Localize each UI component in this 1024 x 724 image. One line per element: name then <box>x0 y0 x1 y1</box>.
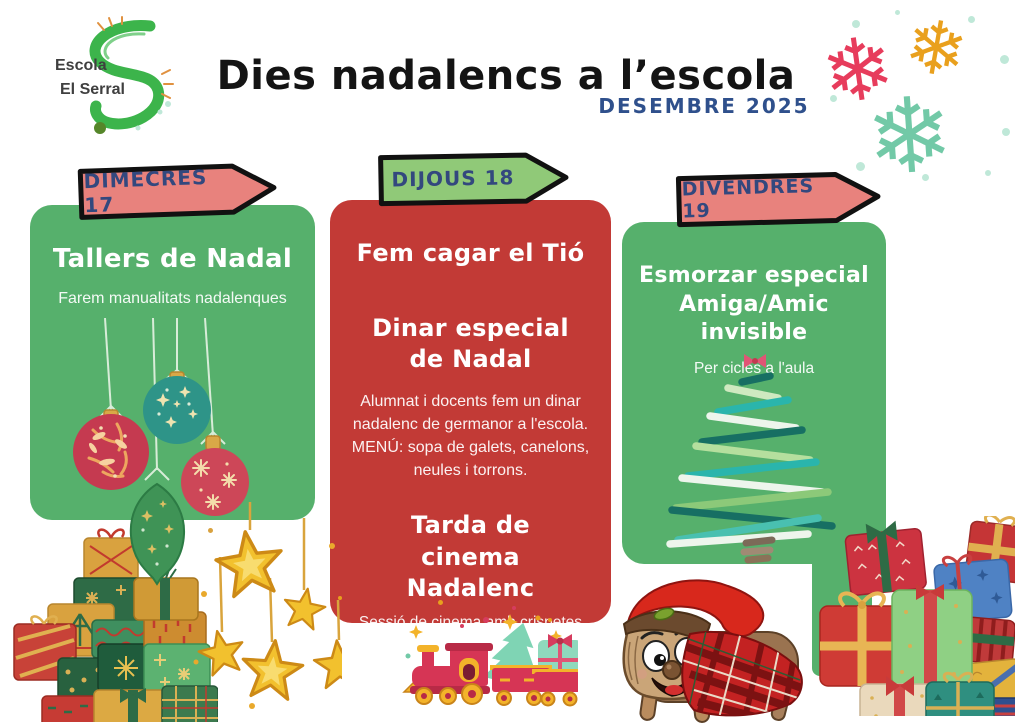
school-logo: Escola El Serral <box>48 16 200 142</box>
day-banner-dimecres: DIMECRES 17 <box>77 161 279 222</box>
tree-ribbons <box>666 372 836 548</box>
section-heading: Dinar especial de Nadal <box>372 314 569 374</box>
hanging-ornaments-illustration <box>73 318 249 586</box>
card-section: Dinar especial de Nadal Alumnat i docent… <box>330 269 611 482</box>
tio-de-nadal-illustration <box>622 579 803 723</box>
logo-swirl-icon <box>89 16 174 134</box>
activity-card-divendres: Esmorzar especial Amiga/Amic invisible P… <box>622 222 886 564</box>
banner-label: DIVENDRES 19 <box>681 174 815 223</box>
banner-label: DIJOUS 18 <box>391 164 515 191</box>
snow-dot <box>830 95 837 102</box>
sparkle-stars <box>409 614 562 642</box>
card-subtext: Per cicles a l'aula <box>693 359 815 377</box>
snow-dot <box>922 174 929 181</box>
hanging-stars-illustration <box>193 502 342 709</box>
card-heading: Tallers de Nadal <box>52 244 293 274</box>
snow-dot <box>968 16 975 23</box>
ornament-strings <box>98 318 226 481</box>
star-strings <box>218 502 341 643</box>
date-subtitle: DESEMBRE 2025 <box>598 94 810 118</box>
gift-pile-left-illustration <box>13 528 218 722</box>
day-banner-dijous: DIJOUS 18 <box>378 150 571 207</box>
banner-arrow-shape <box>77 163 277 220</box>
tree-trunk <box>740 536 776 564</box>
day-banner-divendres: DIVENDRES 19 <box>675 169 882 228</box>
card-section: Fem cagar el Tió <box>330 200 611 269</box>
card-heading: Esmorzar especial Amiga/Amic invisible <box>639 263 869 346</box>
gift-box <box>925 671 995 716</box>
gold-stars <box>197 530 342 701</box>
tio-barretina-hat <box>622 579 765 640</box>
section-body: Sessió de cinema amb crispetes <box>358 613 583 631</box>
banner-label: DIMECRES 17 <box>83 164 208 217</box>
page-title: Dies nadalencs a l’escola <box>216 52 796 99</box>
section-heading: Fem cagar el Tió <box>356 239 585 267</box>
gold-dots <box>193 543 335 709</box>
bauble-teal-stars <box>143 371 211 444</box>
gift-box <box>161 685 218 722</box>
train-wagon <box>532 669 578 692</box>
train-wheels <box>415 683 578 707</box>
logo-tick-marks <box>97 16 174 99</box>
logo-dots <box>135 101 171 131</box>
snow-dot <box>1002 128 1010 136</box>
activity-card-dijous: Fem cagar el Tió Dinar especial de Nadal… <box>330 200 611 631</box>
snow-dot <box>852 20 860 28</box>
tio-tartan-blanket <box>681 630 803 717</box>
gift-box <box>844 520 927 596</box>
sparkle-dot <box>208 528 213 533</box>
logo-text-line1: Escola <box>55 57 107 74</box>
sparkle-dot <box>338 596 342 600</box>
bauble-red-leaves <box>73 409 149 490</box>
sparkle-dot <box>438 600 443 605</box>
card-section: Tarda de cinema Nadalenc Sessió de cinem… <box>330 482 611 634</box>
ornament-green-onion <box>129 482 186 586</box>
logo-text-line2: El Serral <box>60 81 125 98</box>
christmas-train-illustration <box>402 614 578 707</box>
section-body: Alumnat i docents fem un dinar nadalenc … <box>351 392 590 480</box>
gift-box <box>859 676 943 716</box>
gift-box <box>891 584 973 687</box>
gift-box <box>143 643 211 693</box>
snow-dot <box>856 162 865 171</box>
sparkle-dot <box>512 606 516 610</box>
logo-tail-dot <box>94 122 106 134</box>
bauble-red-snowflakes <box>181 435 249 516</box>
card-subtext: Farem manualitats nadalenques <box>58 289 287 307</box>
snow-dot <box>985 170 991 176</box>
gift-stack-right-illustration <box>819 516 1015 716</box>
tree-bow <box>744 354 766 368</box>
banner-arrow-shape <box>675 172 881 228</box>
sparkle-dot <box>548 618 552 622</box>
snow-dot <box>895 10 900 15</box>
banner-arrow-shape <box>378 152 569 207</box>
snow-dot <box>1000 55 1009 64</box>
section-heading: Tarda de cinema Nadalenc <box>406 511 535 602</box>
ribbon-tree-illustration <box>666 354 836 564</box>
gift-box <box>93 688 173 722</box>
gift-box <box>41 695 101 722</box>
